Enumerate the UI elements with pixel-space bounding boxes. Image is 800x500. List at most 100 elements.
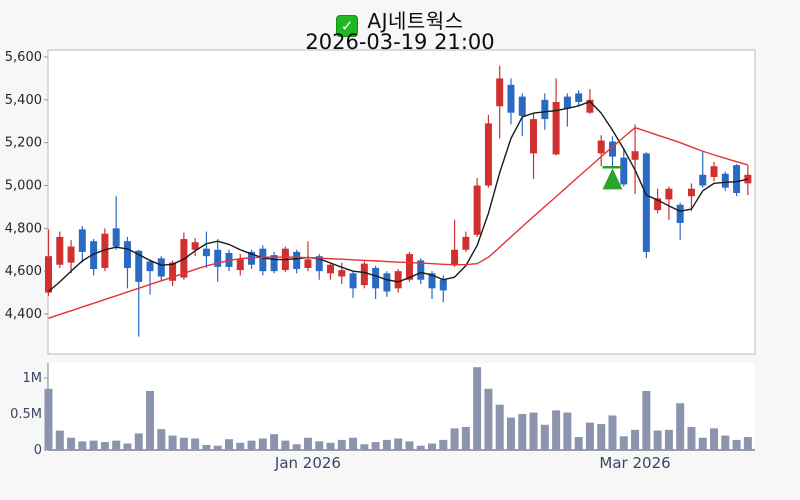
volume-bar	[710, 428, 719, 450]
volume-bar	[597, 424, 606, 450]
volume-bar	[405, 441, 414, 450]
volume-bar	[743, 437, 752, 450]
volume-bar	[664, 429, 673, 450]
volume-bar	[360, 444, 369, 450]
volume-bar	[687, 426, 696, 450]
volume-bar	[78, 441, 87, 450]
candle-body	[428, 273, 436, 289]
volume-bar	[191, 438, 200, 450]
ma-slow-line	[48, 126, 749, 319]
candle-body	[90, 241, 98, 270]
volume-bar	[484, 388, 493, 450]
volume-bar	[394, 438, 403, 450]
volume-bar	[563, 412, 572, 450]
candle-body	[259, 248, 267, 272]
volume-bar	[721, 435, 730, 450]
candle-body	[135, 250, 143, 282]
candle-body	[620, 157, 628, 185]
price-tick-label: 5,600	[5, 50, 42, 65]
volume-bar	[473, 367, 482, 450]
volume-bar	[382, 439, 391, 450]
candle-body	[609, 141, 616, 157]
volume-bar	[371, 442, 380, 450]
x-axis-label: Jan 2026	[274, 454, 341, 472]
volume-bar	[213, 445, 222, 450]
x-axis-label: Mar 2026	[599, 454, 670, 472]
volume-bar	[676, 403, 685, 450]
candle-body	[507, 84, 515, 113]
checked-checkbox-icon: ✓	[336, 15, 359, 37]
candle-body	[101, 233, 109, 268]
volume-bar	[450, 428, 459, 450]
candle-body	[112, 228, 120, 247]
volume-bar	[506, 417, 515, 450]
candle-body	[236, 259, 244, 271]
ma-fast-line	[48, 100, 749, 293]
volume-bar	[529, 412, 538, 450]
candle-body	[304, 259, 312, 268]
candle-body	[394, 271, 402, 289]
volume-bar	[540, 424, 549, 450]
price-tick-label: 4,800	[5, 221, 42, 236]
candle-body	[586, 99, 594, 113]
volume-bar	[439, 439, 448, 450]
candle-body	[327, 264, 334, 274]
candle-body	[78, 229, 86, 252]
candle-body	[484, 123, 492, 186]
candle-body	[552, 101, 560, 155]
volume-bar	[585, 422, 594, 450]
candle-body	[405, 254, 413, 280]
candle-body	[451, 249, 459, 265]
volume-bar	[89, 440, 98, 450]
volume-bar	[428, 443, 437, 450]
candle-body	[191, 242, 199, 250]
candle-body	[214, 249, 222, 267]
candle-body	[687, 188, 695, 197]
candle-body	[315, 256, 323, 272]
volume-bar	[258, 438, 267, 450]
candle-body	[372, 267, 380, 289]
volume-bar	[67, 437, 76, 450]
volume-tick-label: 0.5M	[10, 407, 42, 422]
candle-body	[202, 248, 210, 257]
volume-bar	[349, 437, 358, 450]
candle-body	[293, 251, 301, 270]
candle-body	[631, 151, 639, 160]
volume-bar	[619, 436, 628, 450]
volume-bar	[461, 426, 470, 450]
candle-body	[496, 78, 504, 107]
volume-bar	[303, 437, 312, 450]
volume-bar	[157, 429, 166, 450]
candle-body	[157, 258, 165, 277]
candle-body	[56, 236, 64, 265]
volume-tick-label: 1M	[23, 371, 43, 386]
candle-body	[518, 96, 526, 116]
candle-body	[530, 119, 538, 154]
price-tick-label: 5,000	[5, 179, 42, 194]
candle-body	[699, 174, 707, 186]
candle-body	[338, 270, 346, 277]
candle-body	[123, 241, 131, 268]
price-panel	[47, 49, 756, 355]
price-tick-label: 4,400	[5, 307, 42, 322]
candle-body	[665, 188, 673, 200]
candle-body	[654, 198, 662, 211]
volume-bar	[134, 433, 143, 450]
price-tick-label: 4,600	[5, 264, 42, 279]
volume-bar	[608, 415, 617, 450]
candle-body	[563, 96, 571, 109]
chart-title: ✓ AJ네트웍스	[0, 5, 800, 37]
price-tick-label: 5,200	[5, 136, 42, 151]
buy-marker-triangle-up-icon	[602, 168, 623, 190]
volume-bar	[100, 442, 109, 450]
volume-bar	[146, 390, 155, 450]
price-tick-label: 5,400	[5, 93, 42, 108]
candle-body	[710, 166, 718, 177]
candle-body	[462, 236, 470, 250]
volume-bar	[112, 440, 121, 450]
volume-bar	[315, 441, 324, 450]
candle-body	[676, 204, 684, 223]
volume-bar	[281, 440, 290, 450]
candle-body	[169, 262, 177, 281]
